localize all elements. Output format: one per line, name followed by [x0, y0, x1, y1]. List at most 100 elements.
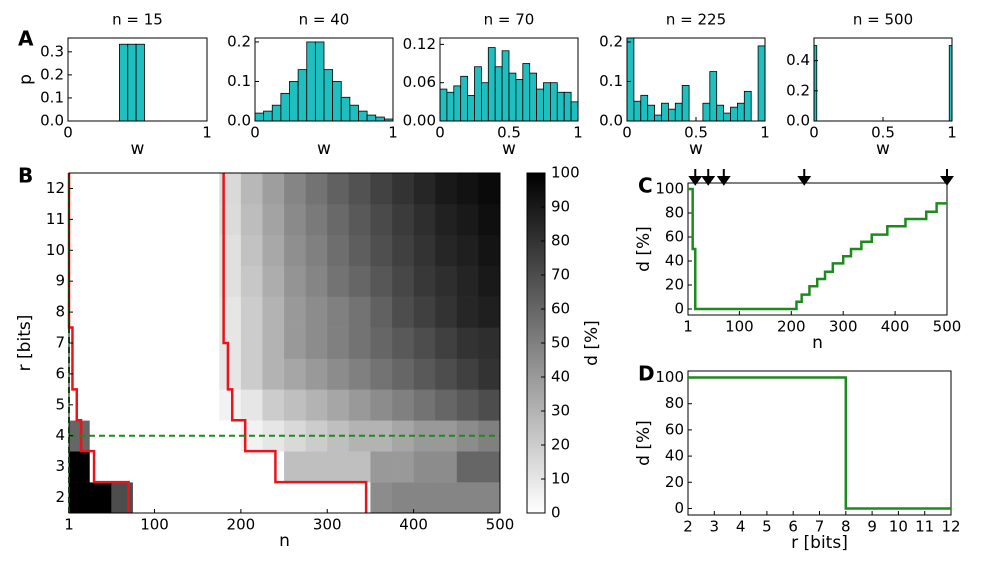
y-tick-label: 7: [55, 334, 65, 352]
heatmap-cell: [392, 389, 414, 421]
heatmap-cell: [111, 358, 134, 390]
heatmap-cell: [456, 327, 479, 359]
heatmap-cell: [132, 173, 155, 205]
heatmap-cell: [478, 482, 501, 514]
x-axis-label: w: [317, 139, 331, 159]
heatmap-cell: [197, 482, 220, 514]
heatmap-cell: [456, 203, 479, 236]
y-tick-label: 80: [665, 204, 684, 222]
x-tick-label: 6: [788, 518, 798, 536]
x-tick-label: 0: [622, 124, 632, 142]
bar: [556, 91, 565, 122]
plot-frame: [67, 37, 208, 122]
bar: [661, 102, 669, 122]
heatmap-cell: [478, 265, 501, 297]
heatmap-cell: [154, 358, 177, 390]
panel-title: n = 70: [484, 11, 535, 29]
heatmap-cell: [284, 265, 306, 297]
x-tick-label: 1: [947, 124, 957, 142]
y-axis-label: p: [16, 74, 36, 85]
heatmap-cell: [154, 173, 177, 205]
bar: [366, 114, 377, 122]
heatmap-cell: [305, 234, 328, 267]
arrow: [701, 169, 716, 186]
heatmap-cell: [348, 358, 371, 390]
heatmap-cell: [197, 420, 220, 452]
heatmap-cell: [176, 482, 198, 514]
heatmap-cell: [111, 203, 134, 236]
heatmap-cell: [219, 482, 242, 514]
y-tick-label: 0.0: [599, 112, 623, 130]
heatmap-cell: [370, 265, 393, 297]
colorbar-tick-label: 50: [551, 334, 570, 352]
heatmap-cell: [176, 358, 198, 390]
bar: [263, 110, 273, 122]
x-tick-label: 0.5: [497, 124, 521, 142]
x-tick-label: 400: [399, 516, 428, 534]
heatmap-cell: [284, 173, 306, 205]
heatmap-cell: [176, 173, 198, 205]
heatmap-cell: [370, 173, 393, 205]
x-tick-label: 0: [63, 124, 73, 142]
x-tick-label: 8: [841, 518, 851, 536]
bar: [522, 63, 531, 122]
y-tick-label: 100: [655, 180, 684, 198]
x-axis-label: w: [502, 139, 516, 159]
heatmap-cell: [89, 482, 112, 514]
heatmap-cell: [478, 203, 501, 236]
heatmap-cell: [413, 234, 436, 267]
panel-title: n = 15: [112, 11, 163, 29]
x-tick-label: 2: [683, 518, 693, 536]
x-tick-label: 500: [933, 318, 962, 336]
bar: [306, 41, 316, 122]
heatmap-cell: [262, 296, 285, 328]
heatmap-cell: [111, 265, 134, 297]
heatmap-cell: [305, 296, 328, 328]
heatmap-cell: [327, 173, 350, 205]
bar: [716, 104, 725, 122]
bar: [654, 114, 662, 122]
arrow: [688, 169, 703, 186]
panel-letter: B: [18, 164, 33, 188]
heatmap-cell: [240, 358, 263, 390]
y-tick-label: 10: [46, 241, 65, 259]
heatmap-cell: [197, 173, 220, 205]
bar: [668, 108, 676, 122]
heatmap-cell: [197, 327, 220, 359]
y-tick-label: 5: [55, 395, 65, 413]
heatmap-cell: [327, 451, 350, 483]
bar: [626, 37, 635, 122]
heatmap-cell: [197, 389, 220, 421]
heatmap-cell: [154, 296, 177, 328]
x-tick-label: 1: [64, 516, 74, 534]
heatmap-cell: [219, 389, 242, 421]
heatmap-cell: [435, 173, 458, 205]
bar: [254, 112, 265, 122]
heatmap-cell: [392, 327, 414, 359]
heatmap-cell: [132, 451, 155, 483]
heatmap-cell: [327, 358, 350, 390]
bar: [674, 102, 683, 122]
heatmap-cell: [69, 203, 91, 236]
heatmap-cell: [305, 389, 328, 421]
y-tick-label: 0.1: [599, 72, 623, 90]
contour-line: [222, 173, 368, 513]
bar: [323, 69, 334, 122]
y-tick-label: 0.06: [403, 73, 436, 91]
heatmap-cell: [69, 482, 91, 514]
heatmap-cell: [240, 327, 263, 359]
heatmap-cell: [392, 451, 414, 483]
heatmap-cell: [262, 389, 285, 421]
heatmap-cell: [154, 389, 177, 421]
heatmap-cell: [176, 296, 198, 328]
heatmap-cell: [111, 389, 134, 421]
heatmap-cell: [392, 203, 414, 236]
heatmap-cell: [456, 234, 479, 267]
heatmap-cell: [435, 451, 458, 483]
bar: [314, 41, 325, 122]
heatmap-cell: [413, 451, 436, 483]
y-tick-label: 0.12: [403, 35, 436, 53]
heatmap-cell: [456, 265, 479, 297]
y-tick-label: 100: [655, 368, 684, 386]
heatmap-cell: [348, 327, 371, 359]
